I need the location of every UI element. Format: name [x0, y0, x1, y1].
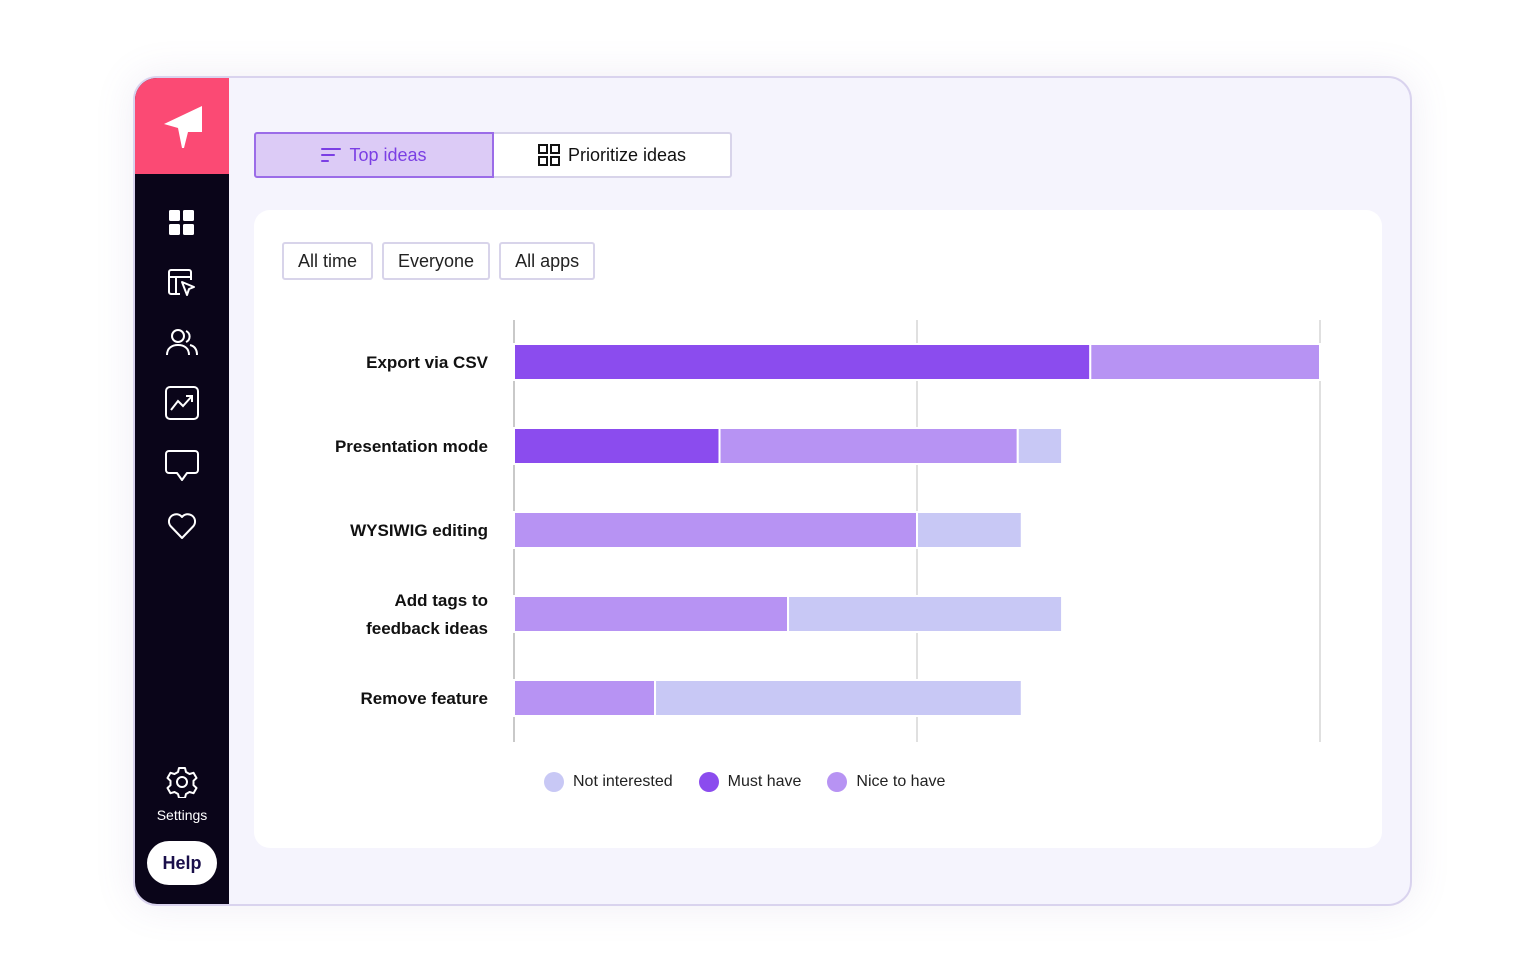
legend-item: Not interested — [544, 772, 673, 792]
heart-icon — [167, 513, 197, 539]
nav-feedback[interactable] — [162, 446, 202, 486]
analytics-icon — [165, 386, 199, 420]
bar-segment — [787, 595, 1064, 633]
chart-card: All time Everyone All apps Export via CS… — [254, 210, 1382, 848]
help-button[interactable]: Help — [147, 841, 217, 885]
sort-lines-icon — [321, 148, 342, 162]
logo[interactable] — [135, 78, 229, 174]
view-tabs: Top ideas Prioritize ideas — [254, 132, 732, 178]
tab-prioritize-ideas[interactable]: Prioritize ideas — [494, 132, 732, 178]
chart-legend: Not interested Must have Nice to have — [544, 772, 971, 792]
legend-swatch — [827, 772, 848, 792]
legend-label: Nice to have — [856, 773, 946, 790]
bar-segment — [1016, 427, 1064, 465]
category-label: Presentation mode — [335, 437, 488, 456]
survey-cursor-icon — [168, 269, 195, 296]
stacked-bar-chart: Export via CSV Presentation mode WYSIWIG e… — [335, 320, 1321, 742]
tab-top-ideas[interactable]: Top ideas — [254, 132, 494, 178]
dashboard-icon — [169, 210, 194, 235]
category-label: Remove feature — [360, 689, 488, 708]
app-window: Settings Help Top ideas Prioritize ideas… — [133, 76, 1412, 906]
bar-segment — [513, 679, 657, 717]
legend-label: Must have — [727, 773, 802, 790]
category-label: WYSIWIG editing — [350, 521, 488, 540]
legend-label: Not interested — [573, 773, 673, 790]
users-icon — [166, 329, 198, 356]
settings-button[interactable]: Settings — [135, 766, 229, 823]
bar-segment — [513, 343, 1092, 381]
nav-surveys[interactable] — [162, 263, 202, 303]
bar-segment — [513, 427, 721, 465]
nav-users[interactable] — [162, 322, 202, 362]
legend-swatch — [544, 772, 564, 792]
settings-label: Settings — [156, 807, 208, 823]
category-label: Export via CSV — [366, 353, 489, 372]
sidebar: Settings Help — [135, 78, 229, 904]
nav-favorites[interactable] — [162, 506, 202, 546]
bar-segment — [718, 427, 1019, 465]
filter-time[interactable]: All time — [282, 242, 374, 280]
filter-audience[interactable]: Everyone — [382, 242, 491, 280]
nav-dashboard[interactable] — [162, 203, 202, 243]
legend-swatch — [698, 772, 719, 792]
feedback-icon — [165, 450, 199, 481]
filter-apps[interactable]: All apps — [499, 242, 596, 280]
grid-icon — [537, 144, 560, 166]
nav-analytics[interactable] — [162, 383, 202, 423]
bar-segment — [1089, 343, 1321, 381]
tab-label: Top ideas — [349, 144, 427, 165]
filter-bar: All time Everyone All apps — [282, 242, 596, 280]
bar-segment — [654, 679, 1023, 717]
legend-item: Must have — [698, 772, 802, 792]
bar-segment — [513, 511, 918, 549]
bar-segment — [513, 595, 790, 633]
legend-item: Nice to have — [827, 772, 945, 792]
tab-label: Prioritize ideas — [567, 144, 687, 165]
logo-icon — [164, 106, 202, 148]
bar-segment — [916, 511, 1023, 549]
category-label: Add tags to feedback ideas — [366, 591, 488, 638]
gear-icon — [166, 767, 198, 799]
